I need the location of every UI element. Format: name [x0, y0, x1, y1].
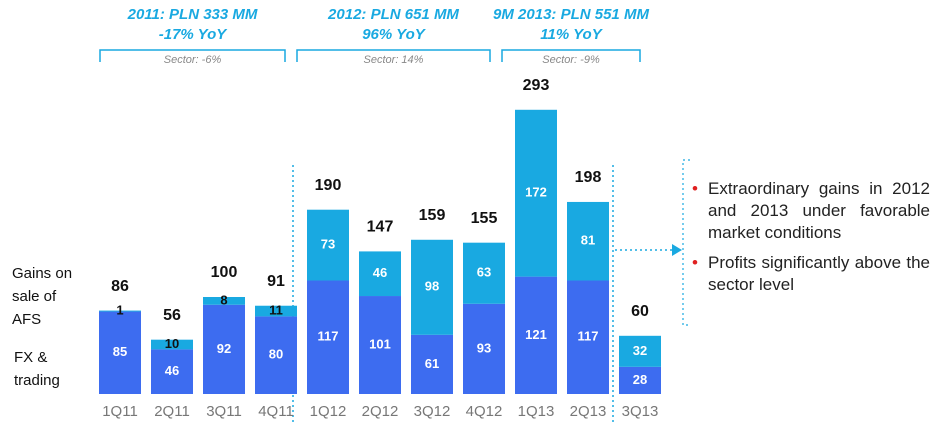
- segment-label: 101: [369, 336, 391, 351]
- bar-segment: [515, 109, 557, 277]
- bar-segment: [515, 276, 557, 394]
- bar-segment: [203, 304, 245, 394]
- note-text: Extraordinary gains in 2012 and 2013 und…: [708, 179, 930, 242]
- total-label: 155: [471, 210, 498, 227]
- total-label: 86: [111, 278, 129, 295]
- total-label: 159: [419, 207, 446, 224]
- x-tick-label: 2Q11: [154, 403, 190, 420]
- total-label: 190: [315, 177, 342, 194]
- segment-label: 1: [116, 303, 123, 318]
- bar-segment: [463, 242, 505, 304]
- group-sector: Sector: -6%: [164, 54, 222, 66]
- segment-label: 61: [425, 356, 439, 371]
- segment-label: 117: [578, 329, 599, 344]
- bar-segment: [203, 297, 245, 305]
- group-title: 2012: PLN 651 MM: [327, 6, 459, 23]
- group-change: 96% YoY: [362, 26, 427, 43]
- segment-label: 81: [581, 233, 595, 248]
- segment-label: 98: [425, 279, 439, 294]
- bar-segment: [619, 366, 661, 394]
- x-tick-label: 3Q12: [414, 403, 451, 420]
- total-label: 198: [575, 169, 602, 186]
- segment-label: 46: [165, 363, 179, 378]
- segment-label: 63: [477, 265, 491, 280]
- note: • Profits significantly above the sector …: [692, 253, 930, 294]
- segment-label: 32: [633, 343, 647, 358]
- notes: • Extraordinary gains in 2012 and 2013 un…: [692, 178, 930, 304]
- segment-label: 117: [318, 329, 339, 344]
- total-label: 147: [367, 219, 394, 236]
- bar-segment: [411, 334, 453, 394]
- group-bracket: [99, 49, 286, 62]
- total-label: 293: [523, 77, 550, 94]
- total-label: 100: [211, 264, 238, 281]
- group-sector: Sector: -9%: [542, 54, 600, 66]
- arrow-head: [672, 244, 682, 256]
- segment-label: 93: [477, 340, 491, 355]
- segment-label: 46: [373, 265, 387, 280]
- segment-label: 8: [220, 292, 227, 307]
- note-bracket: [682, 159, 690, 326]
- bar-segment: [255, 316, 297, 394]
- total-label: 91: [267, 273, 285, 290]
- x-tick-label: 3Q11: [206, 403, 242, 420]
- bar-segment: [307, 209, 349, 281]
- bar-segment: [463, 303, 505, 394]
- note-text: Profits significantly above the sector l…: [708, 253, 930, 294]
- group-bracket: [296, 49, 491, 62]
- segment-label: 85: [113, 344, 127, 359]
- bar-segment: [359, 251, 401, 297]
- group-bracket: [501, 49, 641, 62]
- segment-label: 80: [269, 347, 283, 362]
- x-tick-label: 4Q12: [466, 403, 503, 420]
- group-change: 11% YoY: [540, 26, 603, 43]
- bar-segment: [151, 339, 193, 350]
- segment-label: 73: [321, 237, 335, 252]
- bar-segment: [255, 305, 297, 317]
- note: • Extraordinary gains in 2012 and 2013 un…: [692, 179, 930, 242]
- legend-label: Gains on sale of AFS: [12, 265, 73, 328]
- bar-segment: [411, 239, 453, 335]
- total-label: 60: [631, 303, 649, 320]
- bar-segment: [359, 296, 401, 394]
- x-tick-label: 2Q12: [362, 403, 399, 420]
- group-change: -17% YoY: [159, 26, 229, 43]
- segment-label: 11: [269, 303, 283, 318]
- legend-label: FX & trading: [14, 349, 60, 389]
- segment-label: 28: [633, 372, 647, 387]
- bar-segment: [99, 311, 141, 394]
- bar-segment: [567, 280, 609, 394]
- segment-label: 172: [525, 185, 547, 200]
- segment-label: 92: [217, 341, 231, 356]
- bar-segment: [307, 280, 349, 394]
- bar-segment: [99, 310, 141, 312]
- segment-label: 121: [525, 327, 547, 342]
- group-title: 9M 2013: PLN 551 MM: [493, 6, 649, 23]
- bar-segment: [151, 349, 193, 394]
- x-tick-label: 4Q11: [258, 403, 294, 420]
- x-tick-label: 1Q13: [518, 403, 555, 420]
- x-tick-label: 2Q13: [570, 403, 607, 420]
- segment-label: 10: [165, 336, 179, 351]
- bar-segment: [619, 335, 661, 367]
- x-tick-label: 1Q11: [102, 403, 138, 420]
- group-title: 2011: PLN 333 MM: [127, 6, 258, 23]
- x-tick-label: 1Q12: [310, 403, 347, 420]
- total-label: 56: [163, 307, 181, 324]
- x-tick-label: 3Q13: [622, 403, 659, 420]
- group-sector: Sector: 14%: [364, 54, 424, 66]
- bar-segment: [567, 201, 609, 281]
